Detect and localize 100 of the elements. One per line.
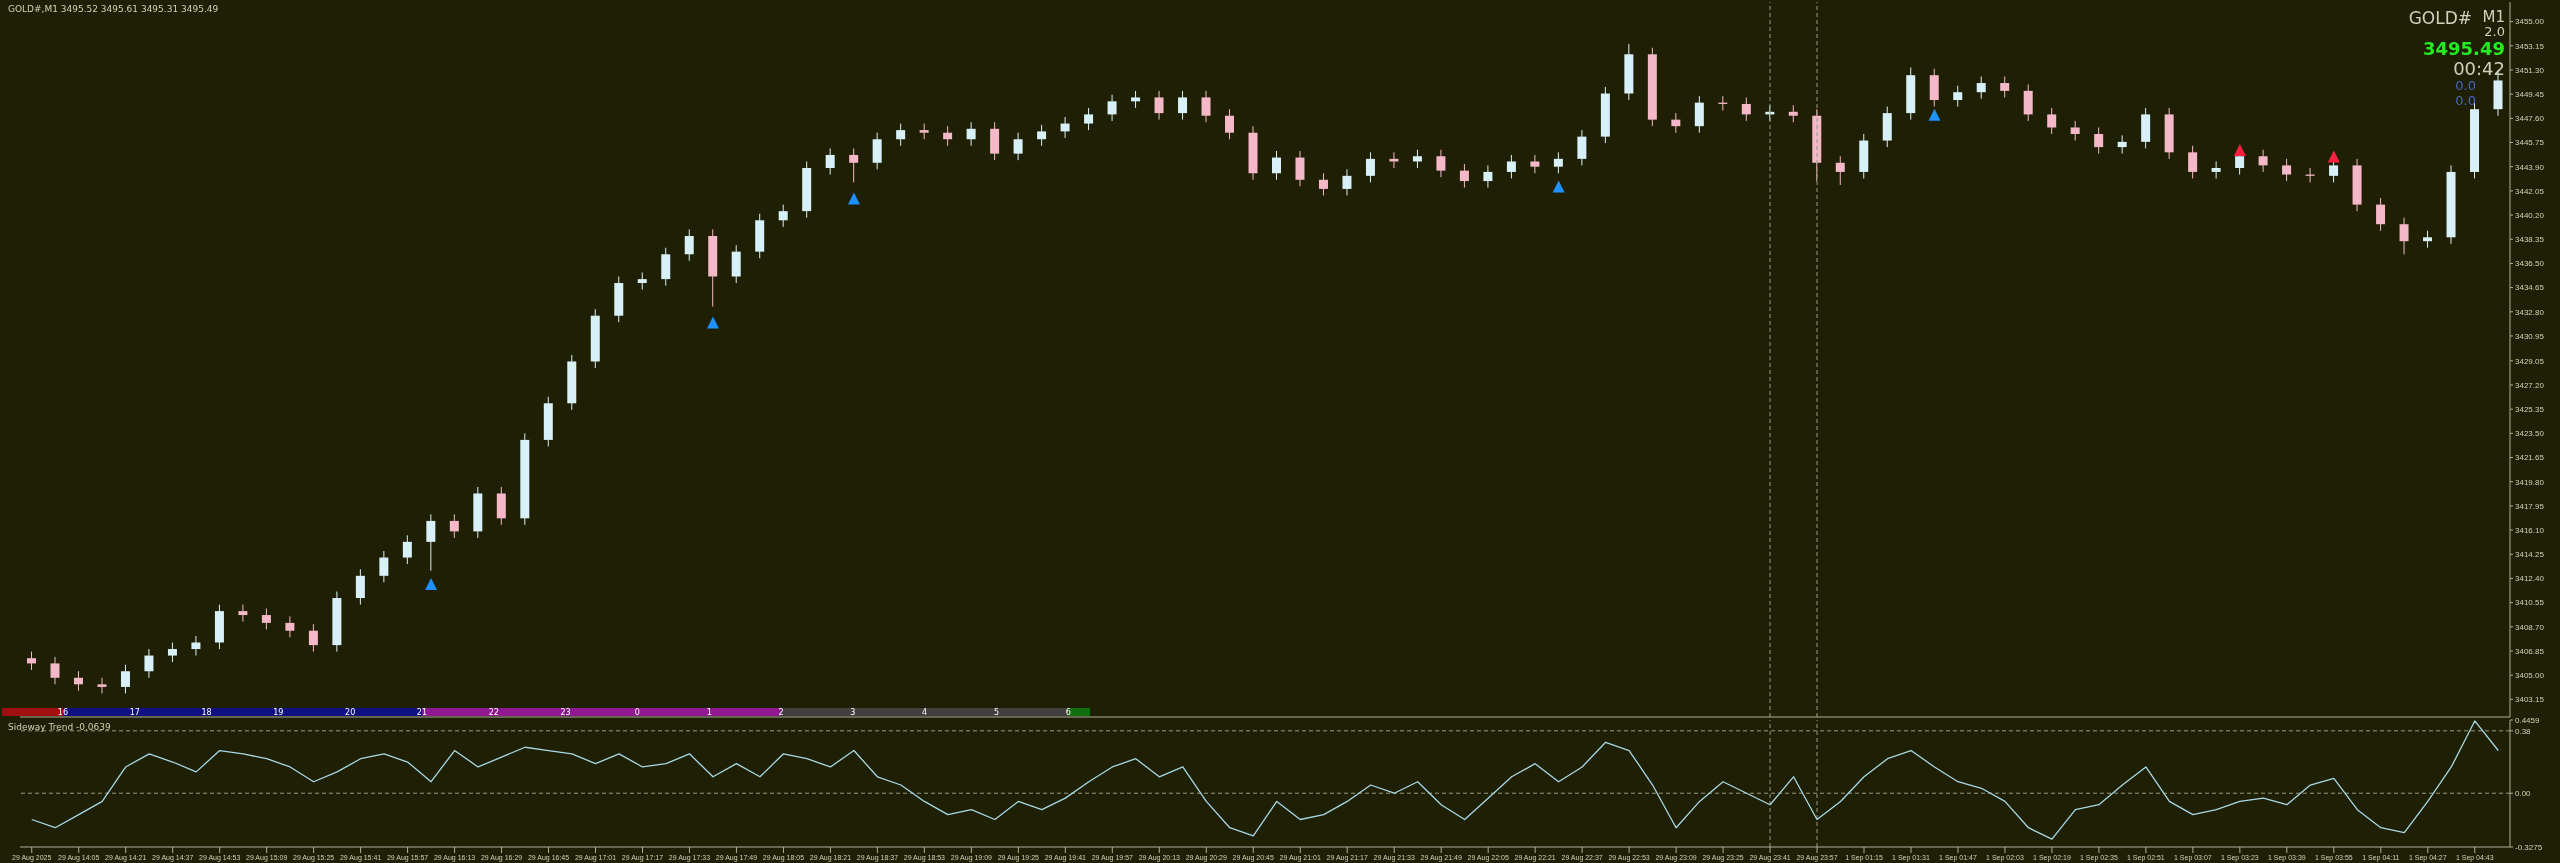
series-label: 1 [706, 708, 712, 717]
point [425, 577, 438, 590]
series-label: 22 [488, 708, 499, 717]
candlestick [308, 623, 318, 653]
candlestick [402, 534, 412, 565]
candlestick [191, 635, 201, 657]
candlestick [1741, 96, 1751, 122]
annotation: 2.0 [2484, 24, 2505, 39]
y-tick-label: 0.38 [2515, 726, 2532, 736]
series-label: 5 [993, 708, 999, 717]
y-tick-label: 3442.05 [2515, 186, 2545, 196]
y-tick-label: 3416.10 [2515, 525, 2545, 535]
candlestick [238, 604, 248, 623]
candlestick [2399, 217, 2409, 255]
annotation: 0.0 [2455, 78, 2476, 93]
candlestick [50, 656, 60, 685]
candlestick [426, 513, 436, 572]
bar [1068, 708, 1090, 716]
y-tick-label: 3434.65 [2515, 283, 2545, 293]
y-tick-label: 3429.05 [2515, 356, 2545, 366]
candlestick [2047, 107, 2057, 135]
candlestick [27, 651, 36, 671]
candlestick [943, 125, 953, 147]
series-label: 6 [1065, 708, 1071, 717]
candlestick [1976, 76, 1986, 100]
candlestick [896, 123, 906, 147]
candlestick [1953, 85, 1963, 108]
point [1552, 180, 1565, 193]
candlestick [2188, 145, 2198, 179]
y-tick-label: 3447.60 [2515, 114, 2545, 124]
y-tick-label: 3455.00 [2515, 17, 2545, 27]
candlestick [2376, 197, 2386, 232]
candlestick [261, 608, 271, 630]
candlestick [1694, 95, 1704, 134]
annotation: GOLD# [2408, 8, 2472, 28]
y-tick-label: 3449.45 [2515, 89, 2545, 99]
point [847, 192, 860, 205]
y-tick-label: 3425.35 [2515, 405, 2545, 415]
series-label: 4 [922, 708, 928, 717]
series-label: 2 [778, 708, 784, 717]
candlestick [1530, 154, 1540, 174]
y-tick-label: 3423.50 [2515, 429, 2545, 439]
annotation: 3495.49 [2423, 38, 2505, 59]
candlestick [1365, 151, 1375, 183]
candlestick [1295, 150, 1305, 187]
candlestick [1506, 154, 1516, 179]
y-tick-label: 3436.50 [2515, 259, 2545, 269]
candlestick [1553, 151, 1563, 174]
y-tick-label: 3427.20 [2515, 380, 2545, 390]
series-label: 18 [201, 708, 212, 717]
candlestick [1483, 164, 1493, 189]
y-tick-label: 3438.35 [2515, 235, 2545, 245]
point [2327, 150, 2340, 163]
candlestick [1671, 112, 1681, 134]
series-label: 16 [57, 708, 69, 717]
candlestick [849, 147, 859, 183]
y-tick-label: 3419.80 [2515, 477, 2545, 487]
y-tick-label: 3453.15 [2515, 41, 2545, 51]
candlestick [825, 147, 835, 176]
series-label: 21 [416, 708, 428, 717]
series-label: 3 [850, 708, 856, 717]
y-tick-label: 3430.95 [2515, 331, 2545, 341]
candlestick [2117, 134, 2127, 155]
candlestick [1084, 107, 1094, 131]
series-label: 0 [634, 708, 640, 717]
candlestick [1201, 90, 1211, 123]
candlestick [1178, 90, 1188, 121]
candlestick [285, 615, 295, 638]
chart-title: Sideway Trend -0.0639 [8, 722, 111, 732]
candlestick [449, 513, 459, 539]
candlestick [1412, 149, 1422, 169]
y-tick-label: 3410.55 [2515, 598, 2545, 608]
y-tick-label: 3421.65 [2515, 453, 2545, 463]
candlestick [73, 670, 83, 692]
point [1928, 108, 1941, 121]
candlestick [379, 550, 389, 583]
chart-title: GOLD#,M1 3495.52 3495.61 3495.31 3495.49 [8, 4, 219, 14]
y-tick-label: 3445.75 [2515, 138, 2545, 148]
y-tick-label: 3406.85 [2515, 646, 2545, 656]
y-tick-label: 3417.95 [2515, 501, 2545, 511]
candlestick [1436, 149, 1446, 178]
candlestick [1107, 94, 1117, 122]
candlestick [2211, 160, 2221, 179]
candlestick [1342, 168, 1352, 196]
candlestick [872, 132, 882, 170]
series-label: 17 [129, 708, 140, 717]
annotation: M1 [2482, 8, 2505, 26]
candlestick [2282, 158, 2292, 182]
point [706, 316, 719, 329]
candlestick [2094, 126, 2104, 155]
candlestick [120, 664, 130, 694]
point [2233, 144, 2246, 157]
y-tick-label: 3408.70 [2515, 622, 2545, 632]
candlestick [1037, 124, 1047, 147]
y-tick-label: 3403.15 [2515, 695, 2545, 705]
candlestick [2023, 83, 2033, 122]
candlestick [966, 121, 976, 147]
y-tick-label: 3443.90 [2515, 162, 2545, 172]
y-tick-label: 3405.00 [2515, 671, 2545, 681]
series-label: 23 [560, 708, 571, 717]
